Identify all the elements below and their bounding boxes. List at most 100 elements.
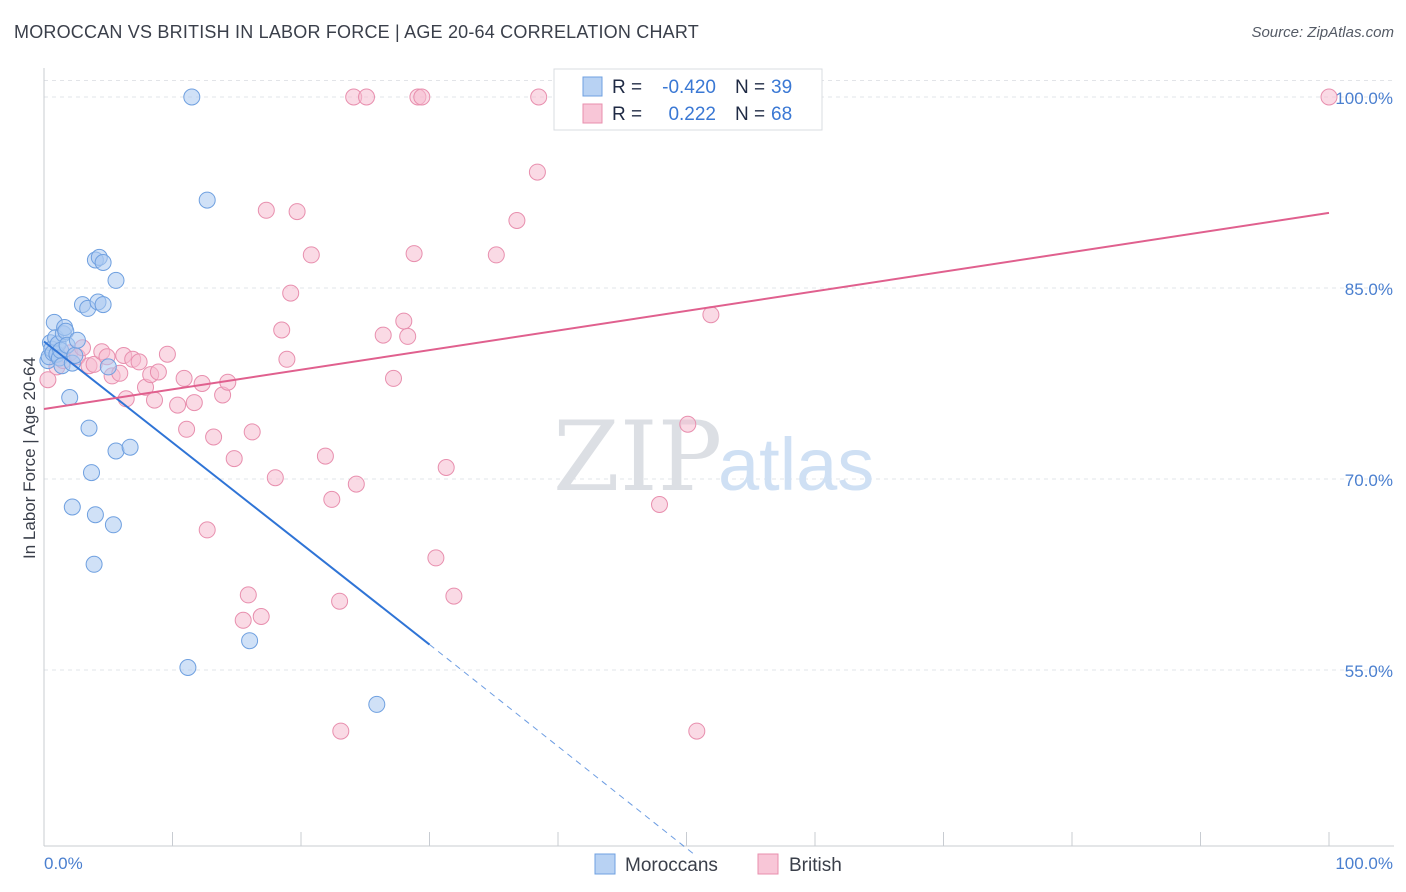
watermark: ZIP atlas — [553, 401, 874, 513]
y-axis-label: In Labor Force | Age 20-64 — [20, 357, 39, 559]
british-point-57 — [437, 459, 455, 476]
axes — [43, 68, 1394, 847]
british-point-27 — [205, 428, 223, 446]
british-point-65 — [688, 722, 706, 740]
bottom-legend-swatch-british — [757, 853, 779, 875]
legend-r-value-moroccans: -0.420 — [662, 77, 716, 98]
moroccans-points — [39, 88, 386, 713]
moroccans-trend-extension — [429, 644, 694, 854]
british-point-49 — [374, 326, 392, 344]
trend-lines — [43, 211, 1330, 854]
british-point-58 — [445, 587, 463, 605]
british-point-67 — [1320, 88, 1338, 106]
moroccans-point-39 — [179, 659, 197, 676]
legend-r-label-british: R = — [612, 104, 642, 125]
british-point-47 — [347, 475, 365, 493]
legend-swatch-british — [582, 103, 603, 124]
british-point-39 — [282, 284, 300, 302]
british-point-44 — [331, 592, 349, 610]
british-point-51 — [395, 312, 413, 330]
british-point-52 — [399, 327, 417, 345]
moroccans-point-22 — [80, 419, 98, 437]
british-point-38 — [278, 350, 296, 368]
legend-n-label-moroccans: N = — [735, 77, 765, 98]
british-point-23 — [178, 420, 196, 438]
british-point-24 — [185, 394, 203, 412]
moroccans-point-36 — [121, 438, 139, 456]
y-tick-label-85: 85.0% — [1345, 280, 1393, 299]
moroccans-point-34 — [107, 271, 125, 289]
watermark-zip: ZIP — [553, 401, 722, 513]
bottom-legend-swatch-moroccans — [594, 853, 616, 875]
british-point-0 — [39, 371, 57, 389]
british-trend-line — [43, 211, 1330, 410]
british-point-59 — [487, 246, 505, 264]
british-point-45 — [332, 722, 350, 740]
moroccans-point-23 — [83, 464, 100, 482]
british-point-55 — [413, 88, 431, 106]
british-point-66 — [702, 306, 720, 324]
moroccans-point-19 — [68, 331, 86, 349]
moroccans-point-35 — [107, 442, 125, 460]
stats-legend: R = -0.420 N = 39 R = 0.222 N = 68 — [553, 68, 823, 131]
bottom-legend-british: British — [789, 855, 842, 876]
british-point-21 — [169, 396, 187, 414]
british-point-53 — [405, 245, 423, 263]
british-point-41 — [302, 246, 320, 264]
y-tick-label-70: 70.0% — [1345, 471, 1393, 490]
bottom-legend-moroccans: Moroccans — [625, 855, 718, 876]
british-point-20 — [158, 345, 176, 363]
british-point-36 — [266, 469, 284, 487]
british-point-37 — [273, 321, 291, 339]
british-point-18 — [146, 391, 163, 409]
watermark-atlas: atlas — [718, 423, 874, 506]
x-tick-label-100: 100.0% — [1335, 854, 1393, 873]
moroccans-trend-line — [43, 340, 431, 646]
moroccans-point-24 — [85, 555, 103, 573]
british-point-19 — [149, 363, 167, 381]
source-label: Source: ZipAtlas.com — [1251, 24, 1394, 41]
moroccans-point-41 — [368, 695, 386, 713]
x-tick-marks — [43, 832, 1330, 846]
gridlines — [44, 79, 1394, 671]
british-point-50 — [385, 369, 402, 387]
moroccans-point-37 — [183, 88, 201, 106]
legend-n-value-moroccans: 39 — [771, 77, 792, 98]
moroccans-point-32 — [99, 358, 117, 376]
legend-n-label-british: N = — [735, 104, 765, 125]
british-point-33 — [243, 423, 261, 441]
moroccans-point-29 — [94, 296, 112, 314]
british-point-48 — [358, 88, 375, 106]
moroccans-point-33 — [104, 516, 122, 534]
british-point-43 — [323, 490, 341, 508]
british-point-32 — [234, 611, 252, 629]
moroccans-point-40 — [241, 632, 259, 650]
y-tick-label-100: 100.0% — [1335, 89, 1393, 108]
british-point-35 — [257, 201, 275, 219]
moroccans-point-30 — [86, 506, 104, 524]
legend-swatch-moroccans — [582, 76, 603, 97]
moroccans-point-31 — [63, 498, 81, 516]
british-point-26 — [198, 521, 216, 539]
british-point-61 — [528, 163, 546, 181]
british-point-56 — [427, 549, 445, 567]
moroccans-point-16 — [61, 389, 79, 406]
british-point-63 — [651, 496, 668, 513]
y-tick-label-55: 55.0% — [1345, 662, 1393, 681]
chart-title: MOROCCAN VS BRITISH IN LABOR FORCE | AGE… — [14, 22, 699, 42]
series-legend: Moroccans British — [594, 853, 842, 876]
moroccans-point-28 — [94, 254, 112, 271]
legend-r-value-british: 0.222 — [668, 104, 716, 125]
british-point-64 — [679, 415, 697, 433]
moroccans-point-38 — [198, 191, 216, 209]
y-tick-labels: 100.0% 85.0% 70.0% 55.0% — [1335, 89, 1393, 681]
british-point-42 — [316, 447, 334, 465]
british-point-34 — [252, 608, 270, 625]
legend-r-label-moroccans: R = — [612, 77, 642, 98]
british-point-40 — [288, 203, 306, 221]
british-point-15 — [130, 353, 148, 371]
x-tick-label-0: 0.0% — [44, 854, 83, 873]
legend-n-value-british: 68 — [771, 104, 792, 125]
british-point-30 — [225, 450, 243, 468]
